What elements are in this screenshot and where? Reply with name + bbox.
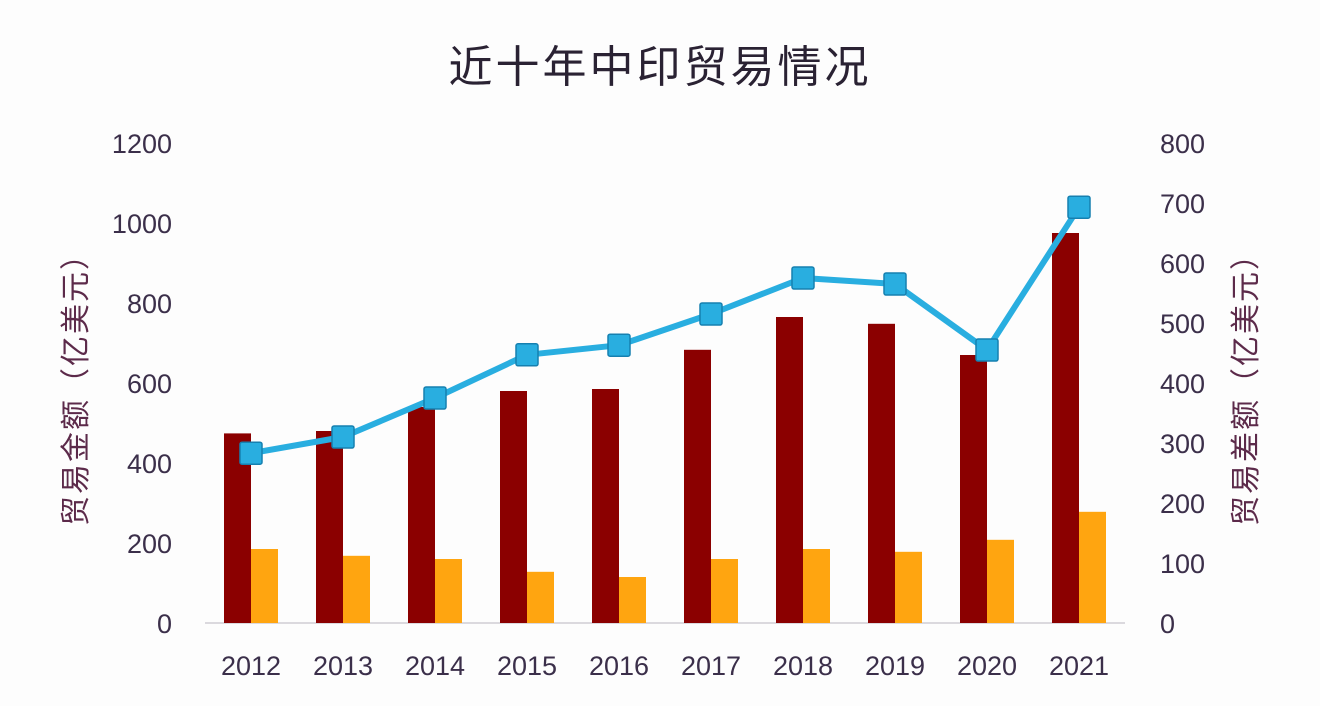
chart-title: 近十年中印贸易情况 [449, 42, 872, 93]
bar-series-2 [711, 559, 738, 623]
x-tick-label: 2019 [865, 651, 925, 681]
y-tick-label: 1000 [112, 209, 172, 239]
line-point [975, 338, 999, 362]
line-series [250, 205, 1082, 457]
bar-series-1 [316, 431, 343, 623]
bar-series-1 [960, 355, 987, 623]
bar-series-1 [684, 349, 711, 623]
bar-series-1 [224, 433, 251, 623]
x-tick-label: 2017 [681, 651, 741, 681]
x-tick-label: 2016 [589, 651, 649, 681]
line-point [515, 343, 539, 367]
y2-tick-label: 300 [1160, 429, 1205, 459]
y2-tick-label: 0 [1160, 609, 1175, 639]
y-axis-label: 贸易金额（亿美元） [59, 238, 94, 526]
bar-series-1 [1052, 233, 1079, 623]
line-point [331, 425, 355, 449]
y2-tick-label: 700 [1160, 189, 1205, 219]
x-tick-label: 2012 [221, 651, 281, 681]
bar-series-2 [251, 549, 278, 623]
x-tick-label: 2014 [405, 651, 465, 681]
y2-tick-label: 200 [1160, 489, 1205, 519]
y-tick-label: 600 [127, 369, 172, 399]
line-point [607, 333, 631, 357]
y2-tick-label: 800 [1160, 129, 1205, 159]
line-point [1067, 195, 1091, 219]
y-tick-label: 0 [157, 609, 172, 639]
y-tick-label: 400 [127, 449, 172, 479]
line-point [791, 266, 815, 290]
bar-series-1 [776, 317, 803, 623]
line-point [423, 386, 447, 410]
y2-tick-label: 400 [1160, 369, 1205, 399]
bar-series-1 [500, 391, 527, 623]
bar-series-2 [1079, 511, 1106, 623]
x-tick-label: 2021 [1049, 651, 1109, 681]
bar-series-2 [527, 571, 554, 623]
y2-tick-label: 500 [1160, 309, 1205, 339]
y2-tick-label: 600 [1160, 249, 1205, 279]
bar-series-1 [592, 389, 619, 623]
line-point [239, 441, 263, 465]
y-tick-label: 1200 [112, 129, 172, 159]
y-tick-label: 800 [127, 289, 172, 319]
x-tick-label: 2015 [497, 651, 557, 681]
line-point [699, 302, 723, 326]
bar-series-2 [343, 555, 370, 623]
y2-tick-label: 100 [1160, 549, 1205, 579]
bar-series-2 [987, 539, 1014, 623]
y-tick-label: 200 [127, 529, 172, 559]
x-tick-label: 2020 [957, 651, 1017, 681]
bar-series-2 [619, 577, 646, 623]
x-tick-label: 2013 [313, 651, 373, 681]
x-tick-label: 2018 [773, 651, 833, 681]
bar-series-1 [868, 323, 895, 623]
bar-series-2 [435, 559, 462, 623]
bar-series-2 [895, 551, 922, 623]
y2-axis-label: 贸易差额（亿美元） [1229, 238, 1264, 526]
bar-series-1 [408, 407, 435, 623]
line-point [883, 272, 907, 296]
plot-area: 0 200 400 600 800 1000 1200 0 100 200 300 400 500 600… [112, 129, 1205, 681]
bar-series-2 [803, 549, 830, 623]
